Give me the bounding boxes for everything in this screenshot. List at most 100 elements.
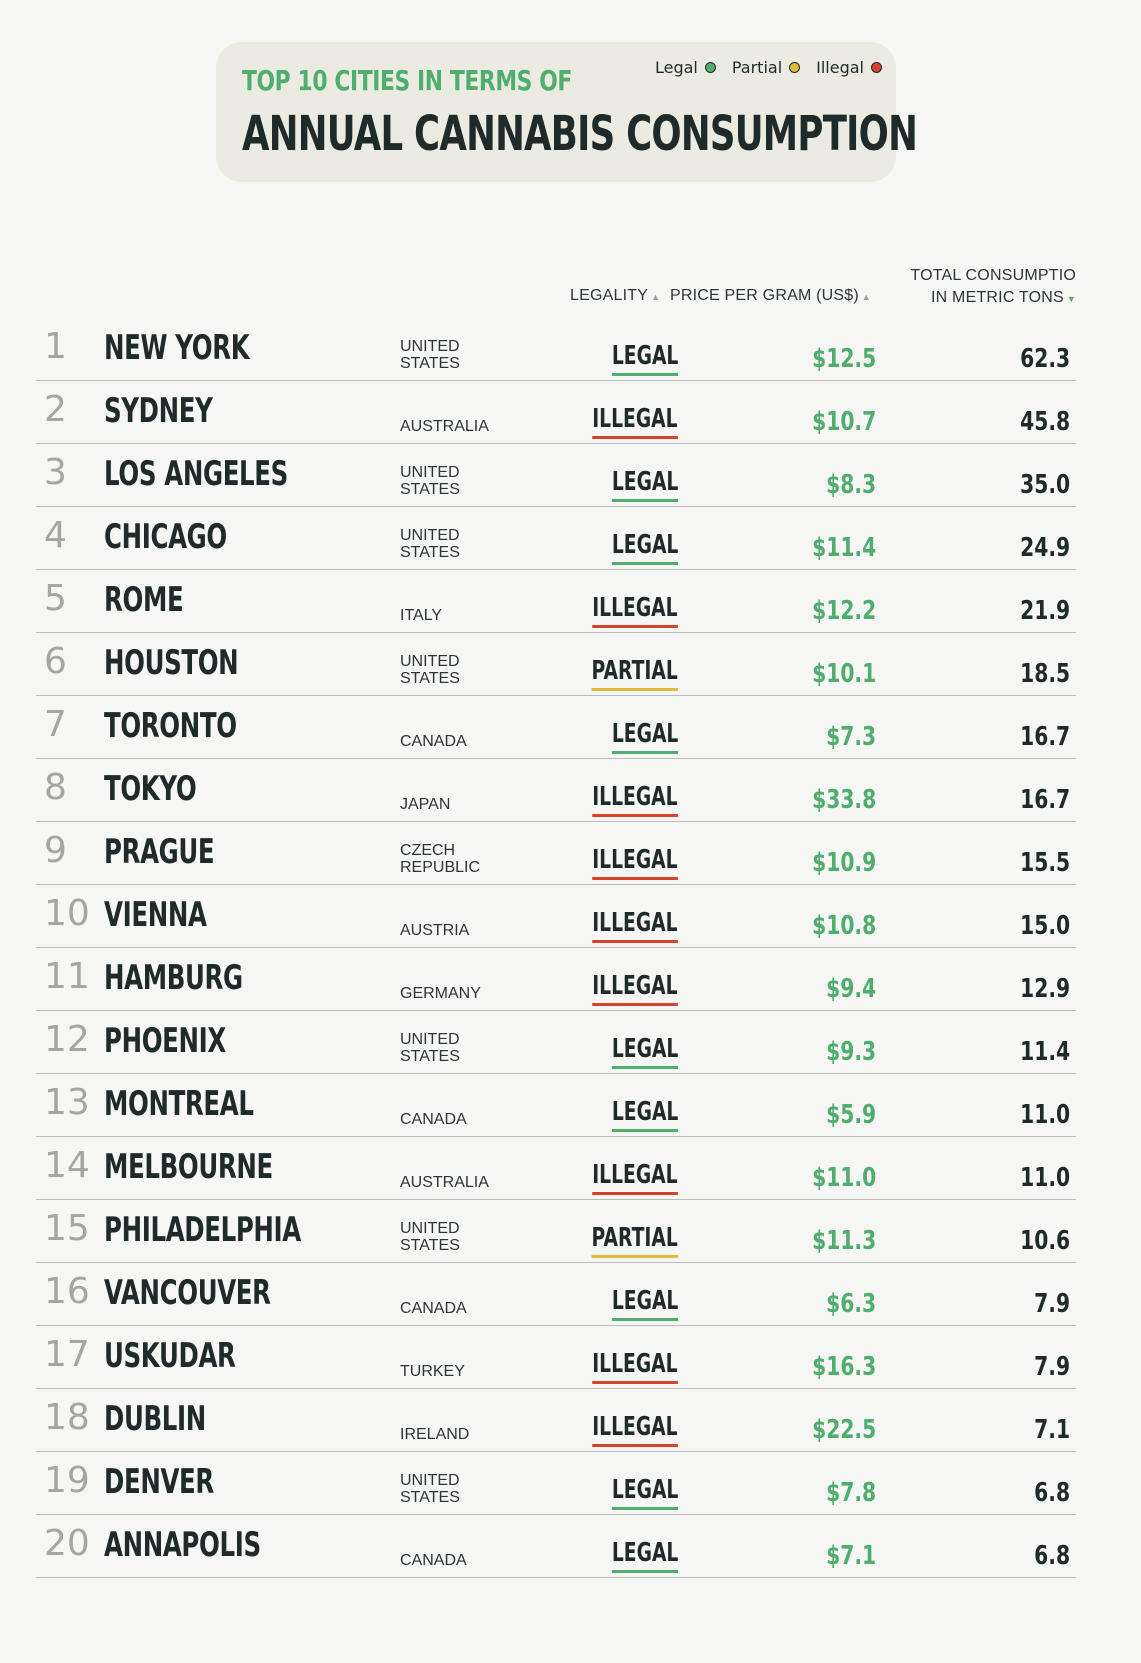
country-name: CANADA: [400, 1111, 467, 1128]
city-name: MELBOURNE: [104, 1147, 273, 1187]
city-name: PRAGUE: [104, 832, 215, 872]
rank-number: 5: [44, 578, 67, 619]
table-row: 4 CHICAGO UNITED STATES LEGAL $11.4 24.9: [36, 507, 1076, 570]
column-header-tons[interactable]: TOTAL CONSUMPTIO IN METRIC TONS ▼︎: [910, 265, 1076, 310]
country-name: CANADA: [400, 1552, 467, 1569]
sort-desc-icon: ▼︎: [1066, 294, 1076, 304]
legality-badge: LEGAL: [611, 1286, 678, 1321]
price-value: $12.2: [811, 596, 876, 626]
consumption-value: 7.1: [1034, 1415, 1070, 1445]
city-name: NEW YORK: [104, 328, 250, 368]
rank-number: 19: [44, 1460, 90, 1501]
rank-number: 10: [44, 893, 90, 934]
city-name: ANNAPOLIS: [104, 1525, 261, 1565]
consumption-value: 11.0: [1019, 1163, 1070, 1193]
consumption-value: 11.0: [1019, 1100, 1070, 1130]
consumption-value: 16.7: [1019, 722, 1070, 752]
price-value: $33.8: [811, 785, 876, 815]
country-name: AUSTRALIA: [400, 418, 489, 435]
column-header-legality[interactable]: LEGALITY ▲︎: [570, 287, 660, 305]
city-name: TOKYO: [104, 769, 197, 809]
legality-badge: PARTIAL: [591, 656, 678, 691]
price-value: $10.1: [811, 659, 876, 689]
rank-number: 16: [44, 1271, 90, 1312]
table-row: 19 DENVER UNITED STATES LEGAL $7.8 6.8: [36, 1452, 1076, 1515]
table-row: 20 ANNAPOLIS CANADA LEGAL $7.1 6.8: [36, 1515, 1076, 1578]
country-name: AUSTRIA: [400, 922, 470, 939]
legend-label: Legal: [654, 58, 698, 77]
legend-item-illegal: Illegal: [816, 58, 882, 77]
table-row: 13 MONTREAL CANADA LEGAL $5.9 11.0: [36, 1074, 1076, 1137]
rank-number: 15: [44, 1208, 90, 1249]
rank-number: 12: [44, 1019, 90, 1060]
price-value: $7.1: [825, 1541, 876, 1571]
table-row: 2 SYDNEY AUSTRALIA ILLEGAL $10.7 45.8: [36, 381, 1076, 444]
price-value: $22.5: [811, 1415, 876, 1445]
table-row: 18 DUBLIN IRELAND ILLEGAL $22.5 7.1: [36, 1389, 1076, 1452]
country-name: UNITED STATES: [400, 1472, 460, 1506]
legality-badge: LEGAL: [611, 1475, 678, 1510]
consumption-value: 35.0: [1019, 470, 1070, 500]
city-name: PHILADELPHIA: [104, 1210, 301, 1250]
consumption-value: 7.9: [1034, 1352, 1070, 1382]
legend-item-partial: Partial: [732, 58, 801, 77]
legality-badge: ILLEGAL: [592, 908, 678, 943]
rank-number: 7: [44, 704, 67, 745]
country-name: UNITED STATES: [400, 527, 460, 561]
rank-number: 17: [44, 1334, 90, 1375]
legality-badge: LEGAL: [611, 341, 678, 376]
table-row: 11 HAMBURG GERMANY ILLEGAL $9.4 12.9: [36, 948, 1076, 1011]
legality-badge: ILLEGAL: [592, 971, 678, 1006]
rank-number: 1: [44, 326, 67, 367]
column-header-price[interactable]: PRICE PER GRAM (US$) ▲︎: [670, 287, 871, 305]
price-value: $12.5: [811, 344, 876, 374]
country-name: CANADA: [400, 1300, 467, 1317]
legality-badge: LEGAL: [611, 467, 678, 502]
rank-number: 2: [44, 389, 67, 430]
country-name: CANADA: [400, 733, 467, 750]
legend: Legal Partial Illegal: [655, 58, 882, 77]
consumption-value: 6.8: [1034, 1478, 1070, 1508]
rank-number: 11: [44, 956, 90, 997]
price-value: $7.3: [825, 722, 876, 752]
price-value: $5.9: [825, 1100, 876, 1130]
rank-number: 4: [44, 515, 67, 556]
price-value: $16.3: [811, 1352, 876, 1382]
city-name: LOS ANGELES: [104, 454, 288, 494]
consumption-value: 21.9: [1019, 596, 1070, 626]
legality-badge: ILLEGAL: [592, 1412, 678, 1447]
city-name: PHOENIX: [104, 1021, 226, 1061]
country-name: JAPAN: [400, 796, 451, 813]
city-name: TORONTO: [104, 706, 237, 746]
table-row: 12 PHOENIX UNITED STATES LEGAL $9.3 11.4: [36, 1011, 1076, 1074]
country-name: ITALY: [400, 607, 443, 624]
table-row: 8 TOKYO JAPAN ILLEGAL $33.8 16.7: [36, 759, 1076, 822]
table-row: 10 VIENNA AUSTRIA ILLEGAL $10.8 15.0: [36, 885, 1076, 948]
ranking-table: 1 NEW YORK UNITED STATES LEGAL $12.5 62.3 2 SYD…: [36, 318, 1076, 1578]
country-name: AUSTRALIA: [400, 1174, 489, 1191]
city-name: VANCOUVER: [104, 1273, 271, 1313]
table-row: 17 USKUDAR TURKEY ILLEGAL $16.3 7.9: [36, 1326, 1076, 1389]
consumption-value: 62.3: [1019, 344, 1070, 374]
price-value: $9.4: [825, 974, 876, 1004]
rank-number: 18: [44, 1397, 90, 1438]
country-name: CZECH REPUBLIC: [400, 842, 481, 876]
consumption-value: 12.9: [1019, 974, 1070, 1004]
legality-badge: ILLEGAL: [592, 845, 678, 880]
consumption-value: 11.4: [1019, 1037, 1070, 1067]
city-name: DUBLIN: [104, 1399, 206, 1439]
legality-badge: LEGAL: [611, 1034, 678, 1069]
city-name: CHICAGO: [104, 517, 227, 557]
rank-number: 9: [44, 830, 67, 871]
city-name: HAMBURG: [104, 958, 243, 998]
column-header-label: IN METRIC TONS: [931, 289, 1064, 306]
legality-badge: ILLEGAL: [592, 1160, 678, 1195]
consumption-value: 6.8: [1034, 1541, 1070, 1571]
price-value: $9.3: [825, 1037, 876, 1067]
rank-number: 14: [44, 1145, 90, 1186]
title-line1: TOP 10 CITIES IN TERMS OF: [242, 64, 572, 97]
price-value: $8.3: [825, 470, 876, 500]
price-value: $11.3: [811, 1226, 876, 1256]
city-name: DENVER: [104, 1462, 214, 1502]
rank-number: 6: [44, 641, 67, 682]
